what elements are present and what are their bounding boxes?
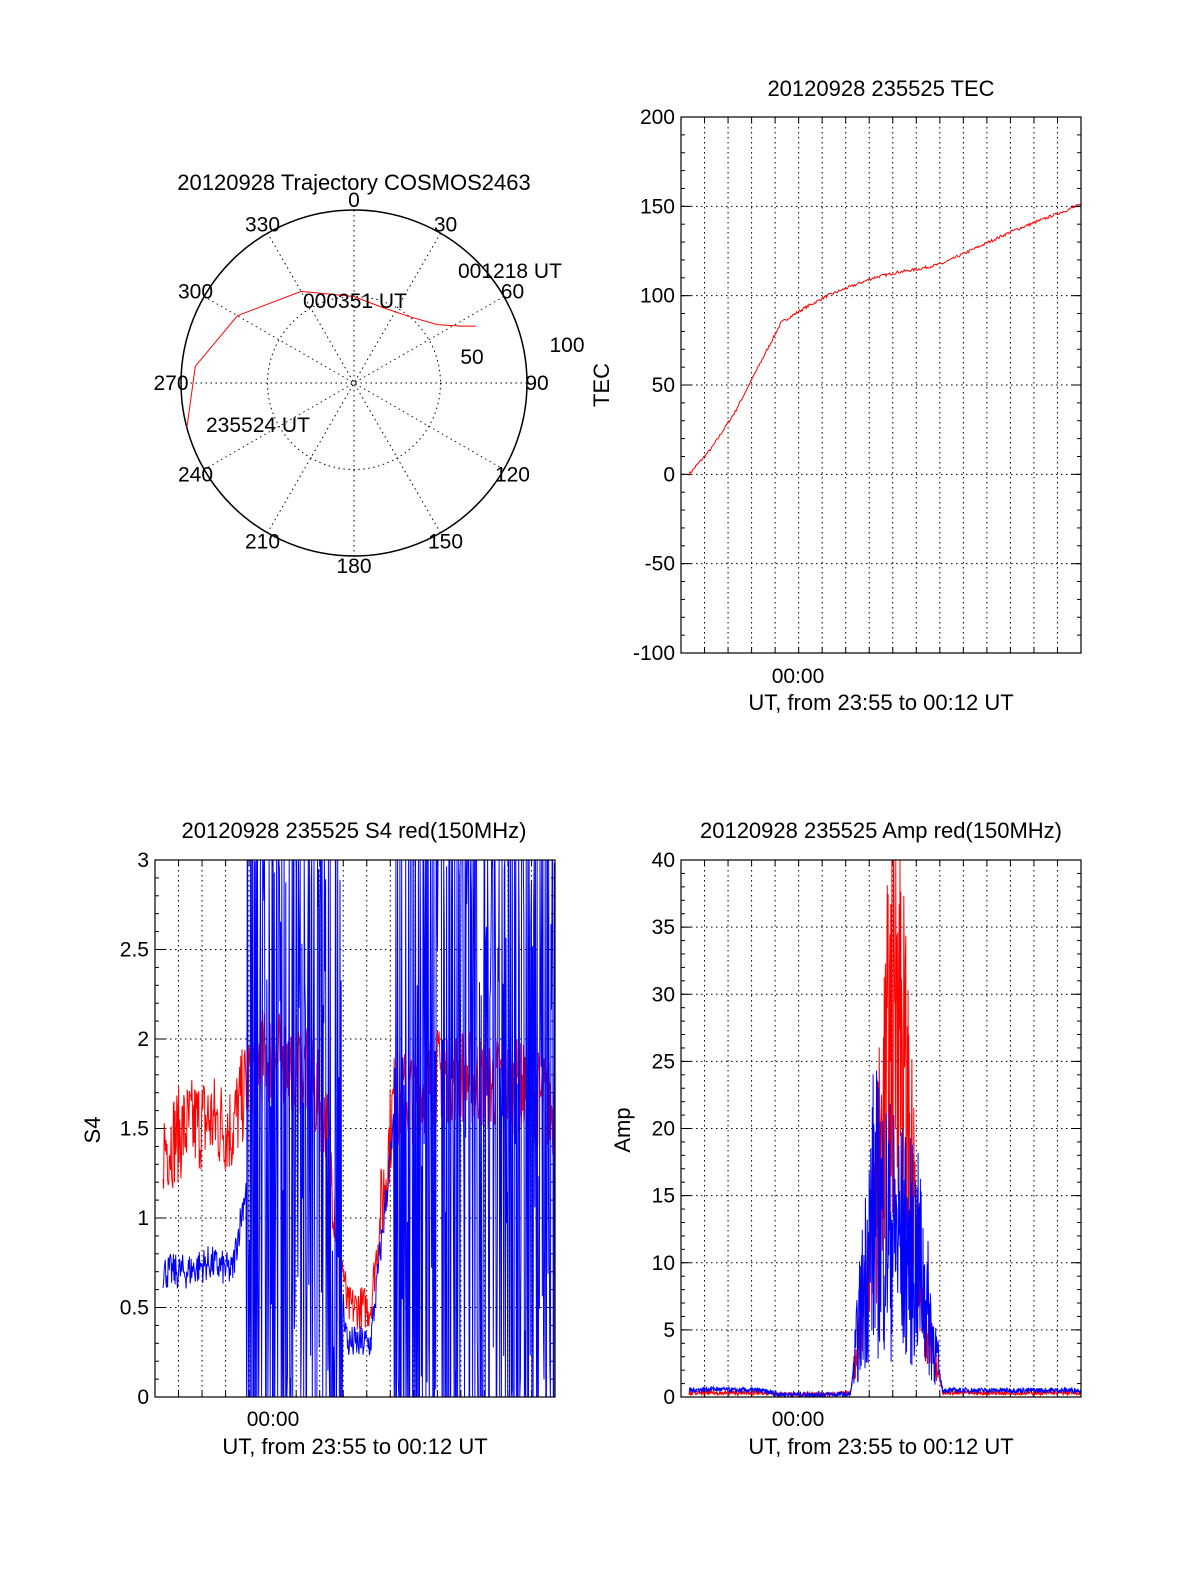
polar-angle-label: 180 — [336, 555, 371, 578]
polar-angle-label: 0 — [348, 189, 360, 212]
polar-annotation-start: 235524 UT — [206, 414, 310, 437]
s4-y-axis-label: S4 — [80, 1117, 105, 1144]
polar-angle-label: 210 — [245, 530, 280, 553]
y-tick-label: 1 — [137, 1207, 149, 1230]
amp-chart-title: 20120928 235525 Amp red(150MHz) — [700, 818, 1062, 843]
y-tick-label: 25 — [652, 1050, 675, 1073]
tec-y-tick-labels: -100 -50 0 50 100 150 200 — [633, 106, 675, 665]
y-tick-label: 0 — [663, 463, 675, 486]
amp-x-axis-label: UT, from 23:55 to 00:12 UT — [748, 1434, 1013, 1459]
polar-angle-label: 30 — [434, 214, 457, 237]
amp-y-tick-labels: 0 5 10 15 20 25 30 35 40 — [652, 849, 675, 1409]
y-tick-label: 40 — [652, 849, 675, 872]
tec-chart: 20120928 235525 TEC -100-50050100150200 … — [589, 76, 1082, 715]
y-tick-label: 10 — [652, 1252, 675, 1275]
polar-angle-label: 270 — [153, 372, 188, 395]
s4-blue-series-line — [162, 859, 556, 1398]
tec-x-tick-label: 00:00 — [772, 665, 825, 688]
y-tick-label: 2.5 — [120, 939, 149, 962]
y-tick-label: 3 — [137, 849, 149, 872]
y-tick-label: 0 — [663, 1386, 675, 1409]
polar-angle-label: 150 — [428, 530, 463, 553]
y-tick-label: 20 — [652, 1118, 675, 1141]
polar-angle-label: 330 — [245, 214, 280, 237]
y-tick-label: 15 — [652, 1185, 675, 1208]
polar-chart-title: 20120928 Trajectory COSMOS2463 — [177, 170, 530, 195]
tec-grid — [681, 116, 1081, 654]
y-tick-label: -50 — [645, 553, 675, 576]
polar-spoke — [267, 232, 441, 534]
tec-series-line — [688, 203, 1082, 476]
tec-x-axis-label: UT, from 23:55 to 00:12 UT — [748, 690, 1013, 715]
amp-x-tick-label: 00:00 — [772, 1408, 825, 1431]
polar-grid — [180, 209, 528, 557]
y-tick-label: 2 — [137, 1028, 149, 1051]
tec-chart-title: 20120928 235525 TEC — [767, 76, 994, 101]
polar-radius-label-50: 50 — [460, 346, 483, 369]
polar-spoke — [203, 296, 505, 470]
y-tick-label: 200 — [640, 106, 675, 129]
y-tick-label: 0.5 — [120, 1297, 149, 1320]
polar-spoke — [267, 232, 441, 534]
s4-y-tick-labels: 0 0.5 1 1.5 2 2.5 3 — [120, 849, 149, 1409]
s4-chart: 20120928 235525 S4 red(150MHz) 0 0.5 1 1.5 2… — [80, 818, 556, 1459]
polar-radius-label-100: 100 — [549, 334, 584, 357]
polar-trajectory-chart: 20120928 Trajectory COSMOS2463 0 30 60 90 12… — [153, 170, 584, 578]
polar-inner-circle — [267, 296, 441, 470]
polar-angle-label: 300 — [178, 281, 213, 304]
amp-blue-series-line — [688, 1070, 1082, 1399]
s4-x-axis-label: UT, from 23:55 to 00:12 UT — [222, 1434, 487, 1459]
s4-plot-frame — [154, 859, 556, 1398]
amp-y-axis-label: Amp — [610, 1107, 635, 1152]
polar-angle-label: 240 — [178, 464, 213, 487]
amp-red-series-line — [688, 859, 1082, 1399]
y-tick-label: 150 — [640, 195, 675, 218]
y-tick-label: 5 — [663, 1319, 675, 1342]
polar-angle-labels: 0 30 60 90 120 150 180 210 240 270 300 330 — [153, 189, 548, 578]
y-tick-label: 100 — [640, 285, 675, 308]
y-tick-label: 1.5 — [120, 1118, 149, 1141]
polar-trajectory-line — [186, 290, 476, 428]
y-tick-label: -100 — [633, 642, 675, 665]
polar-annotation-mid: 000351 UT — [303, 290, 407, 313]
s4-chart-title: 20120928 235525 S4 red(150MHz) — [182, 818, 527, 843]
polar-angle-label: 60 — [501, 281, 524, 304]
amp-plot-frame — [680, 859, 1082, 1398]
tec-y-axis-label: TEC — [589, 363, 614, 407]
y-tick-label: 35 — [652, 916, 675, 939]
polar-spoke — [203, 296, 505, 470]
polar-angle-label: 90 — [525, 372, 548, 395]
y-tick-label: 50 — [652, 374, 675, 397]
amp-chart: 20120928 235525 Amp red(150MHz) 0 5 10 15 20… — [610, 818, 1082, 1459]
polar-annotation-end: 001218 UT — [458, 260, 562, 283]
s4-x-tick-label: 00:00 — [247, 1408, 300, 1431]
y-tick-label: 30 — [652, 983, 675, 1006]
y-tick-label: 0 — [137, 1386, 149, 1409]
tec-plot-frame — [680, 116, 1082, 654]
polar-angle-label: 120 — [495, 464, 530, 487]
